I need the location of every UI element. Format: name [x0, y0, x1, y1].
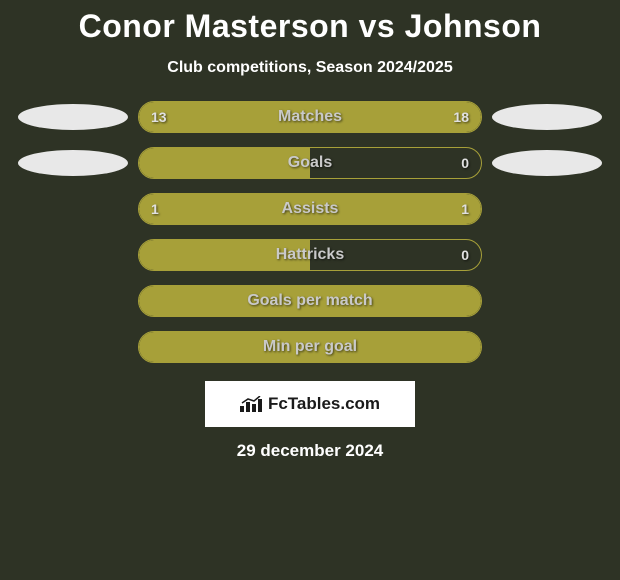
stat-label: Min per goal	[263, 338, 357, 356]
stat-label: Goals	[288, 154, 332, 172]
stat-label: Goals per match	[247, 292, 372, 310]
stat-row: 0 Hattricks	[0, 239, 620, 271]
stat-bar: Min per goal	[138, 331, 482, 363]
snapshot-date: 29 december 2024	[0, 441, 620, 461]
chart-icon	[240, 396, 262, 412]
stat-row: 0 Goals	[0, 147, 620, 179]
player-avatar-right	[492, 150, 602, 176]
player-avatar-left	[18, 150, 128, 176]
source-logo: FcTables.com	[205, 381, 415, 427]
page-title: Conor Masterson vs Johnson	[0, 8, 620, 45]
stat-label: Hattricks	[276, 246, 344, 264]
stat-bar: 1 1 Assists	[138, 193, 482, 225]
stat-value-left: 13	[151, 109, 167, 125]
stat-bar: 0 Hattricks	[138, 239, 482, 271]
stat-bar: Goals per match	[138, 285, 482, 317]
stat-row: Goals per match	[0, 285, 620, 317]
comparison-container: Conor Masterson vs Johnson Club competit…	[0, 0, 620, 461]
player-avatar-right	[492, 104, 602, 130]
stats-rows: 13 18 Matches 0 Goals 1 1 Assists 0 Hattricks Goal…	[0, 101, 620, 363]
stat-value-left: 1	[151, 201, 159, 217]
stat-bar: 13 18 Matches	[138, 101, 482, 133]
stat-value-right: 0	[461, 155, 469, 171]
stat-bar: 0 Goals	[138, 147, 482, 179]
logo-text: FcTables.com	[268, 394, 380, 414]
stat-label: Matches	[278, 108, 342, 126]
stat-row: Min per goal	[0, 331, 620, 363]
stat-value-right: 0	[461, 247, 469, 263]
stat-value-right: 18	[453, 109, 469, 125]
subtitle: Club competitions, Season 2024/2025	[0, 59, 620, 77]
stat-value-right: 1	[461, 201, 469, 217]
player-avatar-left	[18, 104, 128, 130]
bar-fill-left	[139, 148, 310, 178]
stat-label: Assists	[282, 200, 339, 218]
stat-row: 13 18 Matches	[0, 101, 620, 133]
stat-row: 1 1 Assists	[0, 193, 620, 225]
